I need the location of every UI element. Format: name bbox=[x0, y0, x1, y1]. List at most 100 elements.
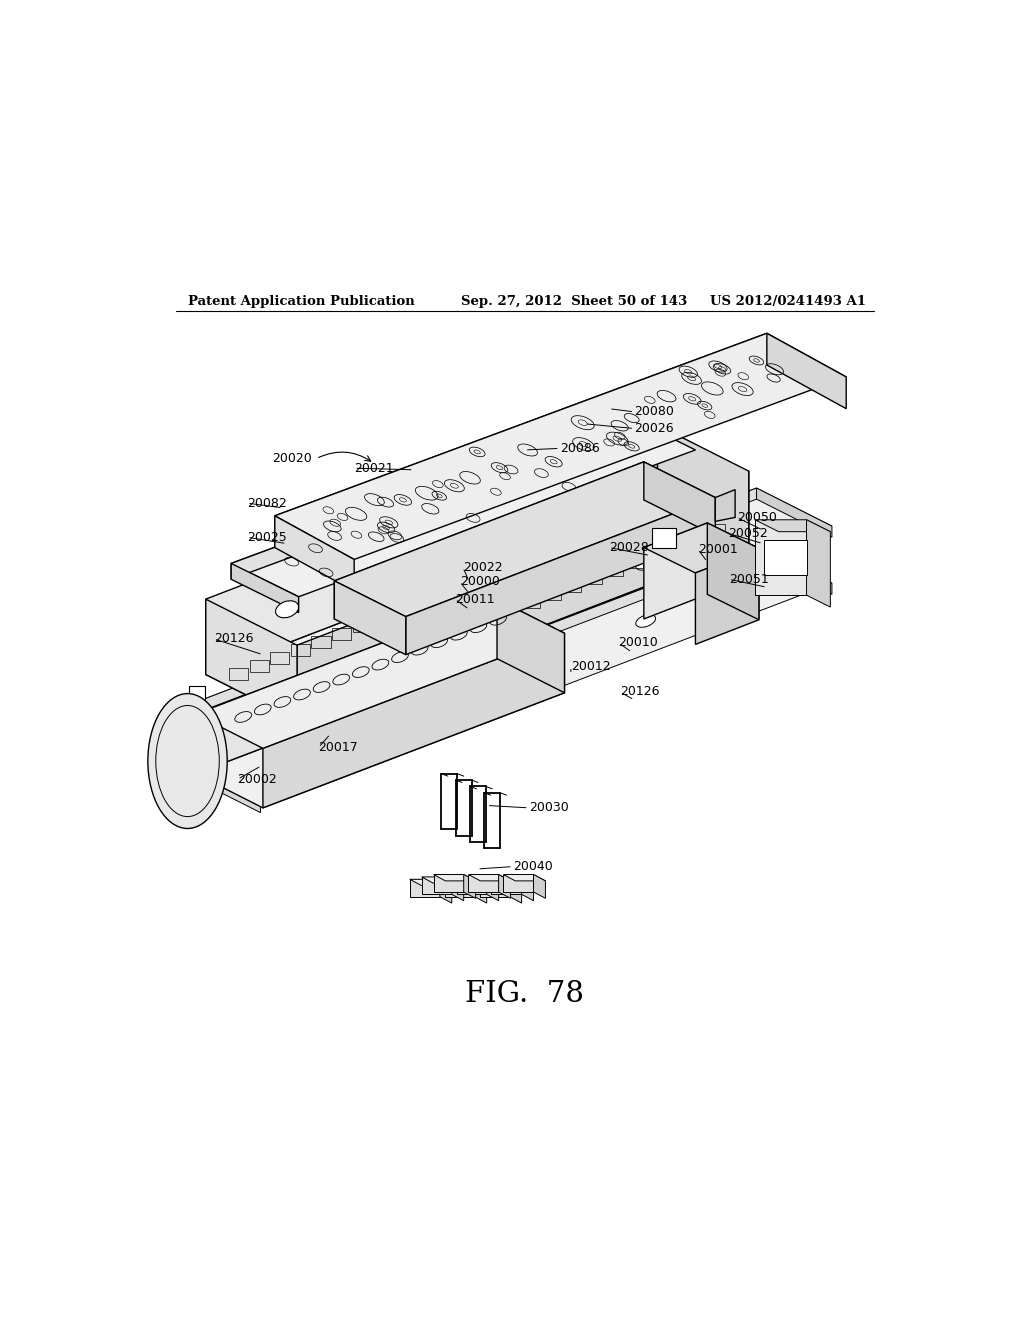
Polygon shape bbox=[196, 599, 564, 748]
Text: 20040: 20040 bbox=[513, 861, 553, 873]
Text: Patent Application Publication: Patent Application Publication bbox=[187, 296, 415, 308]
Polygon shape bbox=[504, 875, 534, 892]
Text: 20051: 20051 bbox=[729, 573, 768, 586]
Polygon shape bbox=[189, 743, 205, 763]
Text: 20052: 20052 bbox=[728, 527, 768, 540]
Polygon shape bbox=[274, 516, 354, 591]
Polygon shape bbox=[457, 876, 486, 895]
Text: Sep. 27, 2012  Sheet 50 of 143: Sep. 27, 2012 Sheet 50 of 143 bbox=[461, 296, 687, 308]
Text: 20022: 20022 bbox=[463, 561, 503, 574]
Polygon shape bbox=[510, 879, 521, 903]
Polygon shape bbox=[422, 876, 452, 895]
Polygon shape bbox=[644, 523, 759, 573]
Polygon shape bbox=[185, 488, 831, 744]
Text: 20030: 20030 bbox=[528, 801, 568, 814]
Text: 20126: 20126 bbox=[214, 632, 253, 645]
Polygon shape bbox=[499, 875, 511, 899]
Text: 20017: 20017 bbox=[318, 741, 358, 754]
Polygon shape bbox=[468, 875, 499, 892]
Text: 20010: 20010 bbox=[618, 636, 658, 649]
Polygon shape bbox=[231, 417, 628, 579]
Text: 20028: 20028 bbox=[609, 541, 648, 554]
Polygon shape bbox=[534, 875, 546, 899]
Polygon shape bbox=[644, 462, 715, 536]
Text: 20021: 20021 bbox=[354, 462, 394, 475]
Ellipse shape bbox=[636, 557, 655, 570]
Polygon shape bbox=[464, 875, 475, 899]
Polygon shape bbox=[185, 488, 757, 717]
Polygon shape bbox=[479, 879, 510, 896]
Text: 20011: 20011 bbox=[455, 593, 495, 606]
Polygon shape bbox=[715, 490, 735, 521]
Polygon shape bbox=[334, 581, 406, 655]
Ellipse shape bbox=[636, 615, 655, 627]
Text: 20026: 20026 bbox=[634, 422, 674, 436]
Ellipse shape bbox=[481, 616, 502, 630]
Polygon shape bbox=[765, 540, 807, 576]
Ellipse shape bbox=[402, 552, 425, 569]
Text: 20080: 20080 bbox=[634, 405, 674, 418]
Polygon shape bbox=[185, 545, 831, 801]
Polygon shape bbox=[652, 528, 676, 548]
Polygon shape bbox=[274, 333, 846, 560]
Text: 20001: 20001 bbox=[697, 543, 737, 556]
Polygon shape bbox=[185, 763, 260, 813]
Polygon shape bbox=[410, 879, 452, 886]
Text: 20126: 20126 bbox=[620, 685, 659, 698]
Polygon shape bbox=[492, 876, 521, 895]
Polygon shape bbox=[297, 471, 749, 721]
Polygon shape bbox=[196, 599, 497, 774]
Polygon shape bbox=[196, 659, 564, 808]
Polygon shape bbox=[457, 876, 499, 883]
Text: 20025: 20025 bbox=[247, 531, 287, 544]
Polygon shape bbox=[444, 879, 475, 896]
Ellipse shape bbox=[481, 673, 502, 686]
Polygon shape bbox=[189, 686, 205, 706]
Polygon shape bbox=[231, 564, 299, 612]
Polygon shape bbox=[440, 879, 452, 903]
Text: US 2012/0241493 A1: US 2012/0241493 A1 bbox=[710, 296, 866, 308]
Polygon shape bbox=[206, 425, 657, 675]
Polygon shape bbox=[695, 548, 759, 644]
Polygon shape bbox=[486, 876, 499, 900]
Polygon shape bbox=[444, 879, 486, 886]
Ellipse shape bbox=[147, 693, 227, 829]
Polygon shape bbox=[657, 425, 749, 546]
Polygon shape bbox=[263, 634, 564, 808]
Polygon shape bbox=[708, 523, 759, 620]
Text: 20020: 20020 bbox=[272, 453, 312, 465]
Polygon shape bbox=[206, 500, 749, 721]
Polygon shape bbox=[644, 523, 708, 619]
Polygon shape bbox=[433, 875, 475, 880]
Ellipse shape bbox=[328, 676, 347, 688]
Polygon shape bbox=[274, 333, 767, 548]
Polygon shape bbox=[422, 876, 464, 883]
Polygon shape bbox=[334, 462, 644, 619]
Polygon shape bbox=[475, 879, 486, 903]
Polygon shape bbox=[185, 706, 260, 755]
Polygon shape bbox=[410, 879, 440, 896]
Polygon shape bbox=[521, 876, 534, 900]
Polygon shape bbox=[497, 599, 564, 693]
Polygon shape bbox=[479, 879, 521, 886]
Polygon shape bbox=[231, 417, 695, 597]
Polygon shape bbox=[468, 875, 511, 880]
Polygon shape bbox=[767, 333, 846, 409]
Polygon shape bbox=[755, 520, 807, 595]
Polygon shape bbox=[334, 462, 715, 616]
Ellipse shape bbox=[528, 503, 552, 520]
Text: 20002: 20002 bbox=[238, 772, 278, 785]
Ellipse shape bbox=[328, 733, 347, 744]
Text: 20050: 20050 bbox=[736, 511, 776, 524]
Polygon shape bbox=[757, 488, 831, 537]
Ellipse shape bbox=[275, 601, 299, 618]
Polygon shape bbox=[433, 875, 464, 892]
Text: 20000: 20000 bbox=[460, 576, 500, 589]
Text: 20082: 20082 bbox=[247, 496, 287, 510]
Polygon shape bbox=[406, 498, 715, 655]
Polygon shape bbox=[757, 545, 831, 594]
Polygon shape bbox=[185, 545, 757, 775]
Polygon shape bbox=[807, 520, 830, 607]
Text: 20086: 20086 bbox=[560, 442, 599, 455]
Polygon shape bbox=[206, 599, 297, 721]
